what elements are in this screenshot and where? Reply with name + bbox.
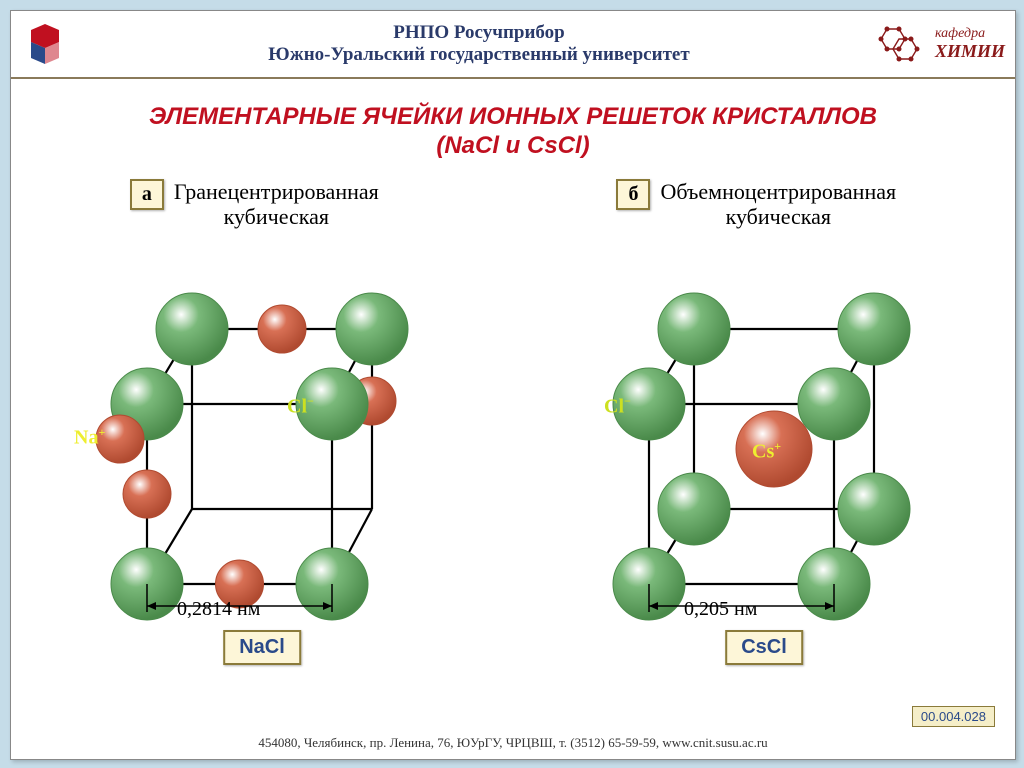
footer-address: 454080, Челябинск, пр. Ленина, 76, ЮУрГУ… xyxy=(11,735,1015,751)
panel-subtitles: а Гранецентрированная кубическая б Объем… xyxy=(11,179,1015,230)
tag-b: б xyxy=(616,179,650,210)
panel-b-name2: кубическая xyxy=(726,204,831,229)
header-bar: РНПО Росучприбор Южно-Уральский государс… xyxy=(11,11,1015,79)
dimension-b: 0,205 нм xyxy=(684,598,757,621)
panel-a-name2: кубическая xyxy=(224,204,329,229)
panel-a-name1: Гранецентрированная xyxy=(174,179,379,204)
dept-small: кафедра xyxy=(935,26,1005,41)
org-logo-icon xyxy=(21,20,69,68)
header-title: РНПО Росучприбор Южно-Уральский государс… xyxy=(89,22,869,66)
title-line2: (NaCl и CsCl) xyxy=(11,132,1015,161)
dept-big: ХИМИИ xyxy=(935,42,1005,62)
diagram-nacl: Na+ Cl− 0,2814 нм NaCl xyxy=(52,239,472,659)
molecule-icon xyxy=(869,23,929,65)
title-line1: ЭЛЕМЕНТАРНЫЕ ЯЧЕЙКИ ИОННЫХ РЕШЕТОК КРИСТ… xyxy=(11,103,1015,132)
lattice-nacl-svg xyxy=(52,239,472,659)
tag-a: а xyxy=(130,179,164,210)
lattice-cscl-svg xyxy=(554,239,974,659)
panel-b-name1: Объемноцентрированная xyxy=(660,179,896,204)
diagram-cscl: Cl− Cs+ 0,205 нм CsCl xyxy=(554,239,974,659)
panel-b-heading: б Объемноцентрированная кубическая xyxy=(616,179,896,230)
slide-number: 00.004.028 xyxy=(912,706,995,727)
panel-a-heading: а Гранецентрированная кубическая xyxy=(130,179,379,230)
org-line2: Южно-Уральский государственный университ… xyxy=(89,44,869,66)
dept-logo: кафедра ХИМИИ xyxy=(869,23,1005,65)
formula-nacl: NaCl xyxy=(223,630,301,665)
org-line1: РНПО Росучприбор xyxy=(89,22,869,44)
slide-title: ЭЛЕМЕНТАРНЫЕ ЯЧЕЙКИ ИОННЫХ РЕШЕТОК КРИСТ… xyxy=(11,103,1015,161)
slide-canvas: РНПО Росучприбор Южно-Уральский государс… xyxy=(10,10,1016,760)
dimension-a: 0,2814 нм xyxy=(177,598,260,621)
formula-cscl: CsCl xyxy=(725,630,803,665)
diagram-row: Na+ Cl− 0,2814 нм NaCl Cl− Cs+ 0,205 нм … xyxy=(11,239,1015,659)
